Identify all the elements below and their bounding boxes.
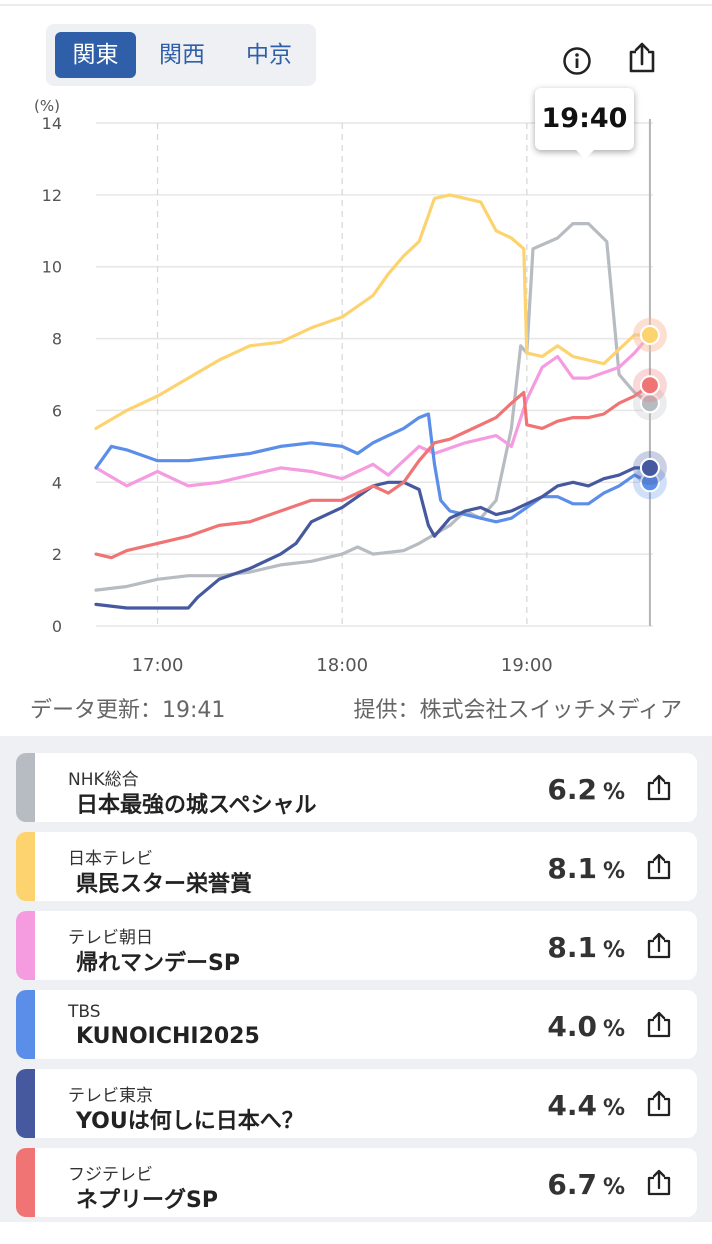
chart-footer: データ更新：19:41 提供：株式会社スイッチメディア <box>0 688 712 724</box>
program-card-tvasahi[interactable]: テレビ朝日 帰れマンデーSP 8.1% <box>16 911 697 980</box>
share-icon[interactable] <box>645 931 673 961</box>
update-time: データ更新：19:41 <box>30 698 226 723</box>
program-card-nhk[interactable]: NHK総合 日本最強の城スペシャル 6.2% <box>16 753 697 822</box>
program-card-ntv[interactable]: 日本テレビ 県民スター栄誉賞 8.1% <box>16 832 697 901</box>
station-color-bar <box>16 753 35 822</box>
end-marker <box>639 457 660 478</box>
y-tick-label: 2 <box>52 545 62 564</box>
program-title: 帰れマンデーSP <box>76 951 240 976</box>
y-tick-label: 10 <box>42 258 62 277</box>
program-card-fuji[interactable]: フジテレビ ネプリーグSP 6.7% <box>16 1148 697 1217</box>
station-name: フジテレビ <box>68 1165 153 1185</box>
rating-value: 6.2% <box>547 773 625 806</box>
chart-grid <box>96 119 653 627</box>
y-tick-label: 6 <box>52 401 62 420</box>
share-icon[interactable] <box>645 1010 673 1040</box>
station-color-bar <box>16 1148 35 1217</box>
x-tick-label: 19:00 <box>501 655 553 676</box>
series-line <box>94 383 652 560</box>
rating-number: 8.1 <box>547 931 597 964</box>
y-tick-label: 0 <box>52 617 62 636</box>
rating-value: 8.1% <box>547 931 625 964</box>
y-tick-label: 14 <box>42 114 62 133</box>
rating-value: 4.4% <box>547 1089 625 1122</box>
series-line <box>94 412 652 524</box>
series-line <box>94 466 652 610</box>
program-title: 県民スター栄誉賞 <box>76 872 253 897</box>
y-tick-label: 12 <box>42 186 62 205</box>
tab-kansai[interactable]: 関西 <box>159 42 205 68</box>
end-marker <box>639 375 660 396</box>
rating-value: 8.1% <box>547 852 625 885</box>
share-icon[interactable] <box>645 773 673 803</box>
rating-unit: % <box>602 1017 625 1042</box>
ratings-line-chart: 0 2 4 6 8 10 12 14(%) 17:00 18:00 19:00 <box>34 97 667 676</box>
program-card-tvtokyo[interactable]: テレビ東京 YOUは何しに日本へ？ 4.4% <box>16 1069 697 1138</box>
share-icon[interactable] <box>626 40 658 76</box>
station-name: テレビ東京 <box>68 1086 153 1106</box>
series-line <box>94 222 652 592</box>
program-title: ネプリーグSP <box>76 1188 218 1213</box>
share-icon[interactable] <box>645 1089 673 1119</box>
end-marker <box>639 324 660 345</box>
share-icon[interactable] <box>645 852 673 882</box>
rating-number: 4.4 <box>547 1089 597 1122</box>
rating-unit: % <box>602 938 625 963</box>
rating-unit: % <box>602 1175 625 1200</box>
provider-credit: 提供：株式会社スイッチメディア <box>353 698 682 723</box>
station-color-bar <box>16 832 35 901</box>
time-tooltip: 19:40 <box>535 88 634 159</box>
rating-number: 8.1 <box>547 852 597 885</box>
series-line <box>94 333 652 488</box>
tab-chukyo[interactable]: 中京 <box>246 42 292 68</box>
rating-number: 6.7 <box>547 1168 597 1201</box>
program-title: 日本最強の城スペシャル <box>76 793 317 818</box>
station-name: NHK総合 <box>68 770 139 790</box>
station-color-bar <box>16 1069 35 1138</box>
station-name: TBS <box>68 1002 101 1022</box>
rating-number: 4.0 <box>547 1010 597 1043</box>
region-tab-group: 関東 関西 中京 <box>46 24 316 86</box>
station-name: テレビ朝日 <box>68 928 153 948</box>
rating-unit: % <box>602 780 625 805</box>
program-list: NHK総合 日本最強の城スペシャル 6.2% 日本テレビ 県民スター栄誉賞 8.… <box>0 736 712 1222</box>
y-axis-label: (%) <box>34 97 60 115</box>
station-color-bar <box>16 911 35 980</box>
program-card-tbs[interactable]: TBS KUNOICHI2025 4.0% <box>16 990 697 1059</box>
series-line <box>94 193 652 430</box>
x-tick-label: 18:00 <box>316 655 368 676</box>
top-divider <box>0 4 712 6</box>
rating-unit: % <box>602 1096 625 1121</box>
chart-end-markers <box>632 317 667 500</box>
x-tick-label: 17:00 <box>132 655 184 676</box>
rating-value: 4.0% <box>547 1010 625 1043</box>
program-title: KUNOICHI2025 <box>76 1024 260 1049</box>
y-tick-label: 8 <box>52 330 62 349</box>
chart-axes: 0 2 4 6 8 10 12 14(%) 17:00 18:00 19:00 <box>34 97 553 676</box>
rating-unit: % <box>602 859 625 884</box>
rating-value: 6.7% <box>547 1168 625 1201</box>
rating-number: 6.2 <box>547 773 597 806</box>
station-color-bar <box>16 990 35 1059</box>
y-tick-label: 4 <box>52 473 62 492</box>
chart-series <box>94 193 652 610</box>
info-icon[interactable] <box>562 46 592 76</box>
program-title: YOUは何しに日本へ？ <box>76 1109 304 1134</box>
station-name: 日本テレビ <box>68 849 153 869</box>
share-icon[interactable] <box>645 1168 673 1198</box>
tab-kanto[interactable]: 関東 <box>55 32 136 78</box>
